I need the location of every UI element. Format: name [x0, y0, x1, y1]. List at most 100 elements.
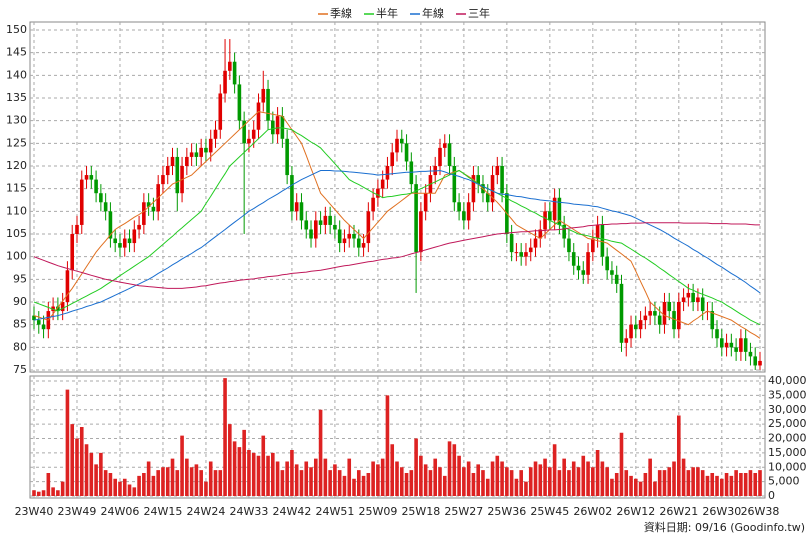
volume-bar	[261, 435, 266, 496]
volume-bar	[242, 429, 246, 496]
volume-bar	[304, 461, 309, 496]
volume-bar	[314, 458, 318, 496]
volume-bar	[476, 464, 480, 496]
volume-bar	[165, 467, 170, 496]
candle-body	[576, 265, 581, 271]
candle-body	[657, 315, 662, 325]
volume-bar	[280, 470, 285, 496]
candle-body	[466, 202, 471, 221]
candle-body	[552, 197, 557, 221]
candle-body	[290, 175, 294, 212]
candle-body	[299, 202, 304, 221]
volume-bar	[715, 475, 719, 496]
x-tick-label: 24W33	[229, 505, 268, 518]
volume-bar	[552, 444, 557, 496]
volume-bar	[705, 475, 710, 496]
candle-body	[581, 270, 586, 275]
candle-body	[189, 152, 194, 157]
volume-bar	[256, 455, 261, 496]
volume-bar	[285, 461, 289, 496]
y-tick-label: 75	[13, 363, 27, 376]
volume-bar	[657, 470, 662, 496]
volume-bar	[194, 464, 199, 496]
candle-body	[41, 324, 46, 330]
candle-body	[524, 252, 528, 257]
legend-label: 三年	[468, 6, 490, 20]
candle-body	[700, 297, 705, 312]
candle-body	[686, 292, 691, 298]
candle-body	[648, 311, 652, 316]
candle-body	[371, 197, 375, 212]
volume-bar	[75, 438, 79, 496]
volume-bar	[371, 461, 375, 496]
candle-body	[758, 360, 762, 366]
candle-body	[476, 175, 480, 185]
candle-body	[75, 224, 79, 234]
volume-bar	[595, 450, 600, 496]
x-tick-label: 25W18	[401, 505, 440, 518]
candle-body	[490, 175, 495, 203]
y-tick-label: 20,000	[768, 432, 807, 445]
y-tick-label: 100	[6, 250, 27, 263]
candle-body	[89, 175, 94, 180]
candle-body	[514, 252, 519, 254]
volume-bar	[161, 467, 165, 496]
candle-body	[734, 347, 738, 352]
candle-body	[232, 61, 237, 85]
y-tick-label: 80	[13, 340, 27, 353]
candle-body	[567, 238, 571, 253]
volume-bar	[624, 470, 629, 496]
candle-body	[586, 252, 590, 275]
volume-bar	[509, 470, 514, 496]
volume-bar	[452, 444, 457, 496]
volume-bar	[471, 473, 476, 496]
x-tick-label: 24W06	[101, 505, 140, 518]
candle-body	[719, 338, 724, 348]
volume-bar	[399, 467, 404, 496]
candle-body	[108, 211, 113, 239]
candle-body	[595, 224, 600, 239]
volume-bar	[385, 395, 390, 496]
candle-body	[185, 156, 189, 166]
candle-body	[84, 175, 89, 180]
candle-body	[151, 206, 156, 212]
candle-body	[275, 116, 280, 135]
volume-bar	[251, 452, 256, 496]
volume-bar	[528, 467, 533, 496]
candle-body	[223, 70, 227, 94]
candle-body	[213, 129, 218, 139]
candle-body	[495, 166, 500, 176]
ma-line	[33, 111, 761, 339]
volume-bar	[490, 461, 495, 496]
volume-bar	[213, 470, 218, 496]
candle-body	[218, 93, 223, 130]
volume-bar	[466, 461, 471, 496]
candle-body	[294, 202, 299, 212]
volume-bar	[137, 475, 141, 496]
y-tick-label: 145	[6, 46, 27, 59]
candle-body	[237, 84, 242, 121]
candle-body	[309, 229, 313, 239]
candle-body	[672, 311, 676, 330]
legend-label: 季線	[330, 6, 352, 20]
candle-body	[485, 193, 490, 203]
candle-body	[667, 302, 672, 312]
volume-bar	[581, 455, 586, 496]
volume-bar	[395, 461, 399, 496]
volume-bar	[543, 458, 547, 496]
volume-bar	[376, 464, 380, 496]
candle-body	[118, 243, 122, 248]
volume-bar	[356, 470, 361, 496]
candle-body	[261, 88, 266, 103]
candle-body	[614, 274, 619, 284]
x-tick-label: 25W45	[530, 505, 569, 518]
volume-bar	[237, 447, 242, 496]
x-tick-label: 26W38	[741, 505, 780, 518]
candle-body	[60, 302, 65, 312]
candle-body	[438, 147, 442, 166]
candle-body	[146, 202, 151, 207]
y-tick-label: 5,000	[768, 475, 800, 488]
y-tick-label: 40,000	[768, 374, 807, 387]
